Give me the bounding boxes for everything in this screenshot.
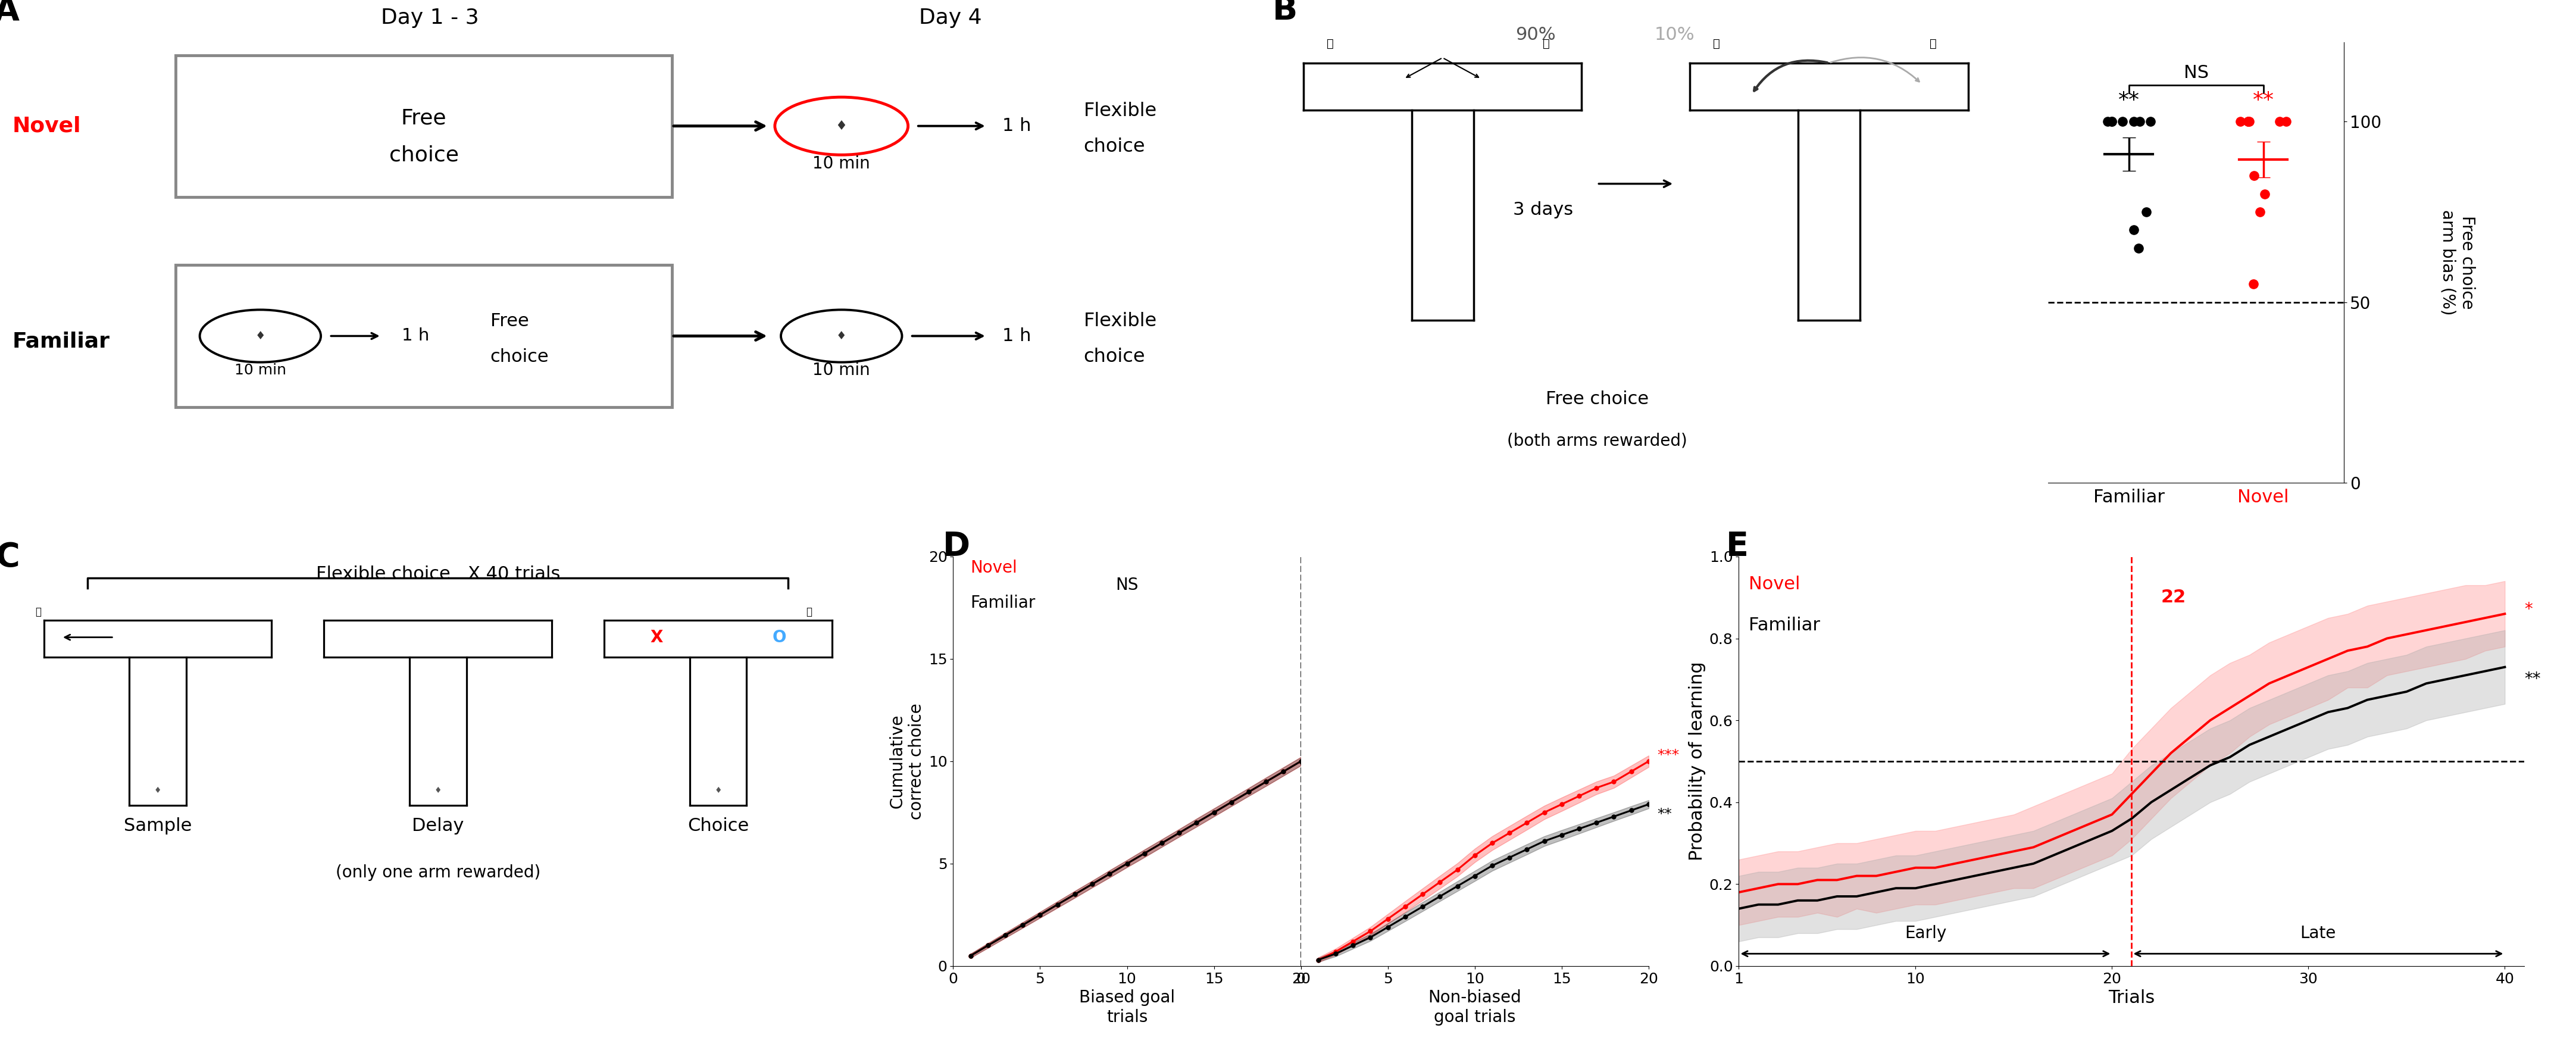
Text: 90%: 90% [1515,26,1556,43]
Text: 10 min: 10 min [234,363,286,377]
Text: (only one arm rewarded): (only one arm rewarded) [335,864,541,881]
FancyBboxPatch shape [175,56,672,197]
Y-axis label: Cumulative
correct choice: Cumulative correct choice [889,704,925,819]
Text: ♦: ♦ [255,331,265,341]
Text: Late: Late [2300,925,2336,942]
Text: 1 h: 1 h [402,328,430,344]
Text: Free choice: Free choice [1546,391,1649,407]
Text: choice: choice [1084,138,1146,156]
Text: Choice: Choice [688,817,750,835]
Text: ♦: ♦ [155,786,162,795]
Text: C: C [0,541,21,573]
Text: *: * [2524,602,2532,618]
Text: choice: choice [389,145,459,165]
X-axis label: Biased goal
trials: Biased goal trials [1079,989,1175,1026]
X-axis label: Trials: Trials [2107,989,2156,1007]
X-axis label: Non-biased
goal trials: Non-biased goal trials [1427,989,1522,1026]
Point [2092,113,2133,130]
Text: Delay: Delay [412,817,464,835]
Point [2239,204,2280,220]
Text: O: O [773,629,786,646]
Text: **: ** [2524,671,2540,688]
Text: 1 h: 1 h [1002,328,1030,344]
Text: Novel: Novel [1749,575,1801,593]
Point [2120,113,2161,130]
Text: Sample: Sample [124,817,191,835]
Text: Familiar: Familiar [13,331,111,352]
Text: NS: NS [1115,578,1139,593]
Point [2092,113,2133,130]
Text: E: E [1726,530,1749,563]
Point [2233,276,2275,293]
Point [2130,113,2172,130]
Text: Familiar: Familiar [971,594,1036,611]
Text: **: ** [1656,807,1672,822]
Text: 🧀: 🧀 [806,607,811,617]
Text: Flexible: Flexible [1084,312,1157,331]
Text: X: X [652,629,662,646]
Point [2233,167,2275,184]
Point [2264,113,2306,130]
Text: Early: Early [1904,925,1947,942]
Text: Novel: Novel [971,560,1018,576]
Text: 🧀: 🧀 [1929,38,1937,49]
Text: ♦: ♦ [435,786,440,795]
Text: 22: 22 [2161,589,2187,606]
Text: **: ** [2117,90,2141,110]
Text: 🧀: 🧀 [1713,38,1721,49]
Point [2112,113,2154,130]
Point [2228,113,2269,130]
Text: ♦: ♦ [714,786,721,795]
Text: B: B [1273,0,1298,27]
Text: 🧀: 🧀 [36,607,41,617]
Point [2117,239,2159,256]
Text: Flexible: Flexible [1084,102,1157,121]
Text: Novel: Novel [13,116,80,136]
Text: 10 min: 10 min [811,155,871,172]
Text: NS: NS [2184,64,2208,82]
Text: Day 1 - 3: Day 1 - 3 [381,7,479,28]
Text: **: ** [2251,90,2275,110]
Text: choice: choice [489,349,549,365]
Text: 🧀: 🧀 [1327,38,1334,49]
Text: Free: Free [402,108,446,128]
Text: 10%: 10% [1654,26,1695,43]
Y-axis label: Free choice
arm bias (%): Free choice arm bias (%) [2439,210,2476,315]
Point [2112,222,2154,238]
Point [2087,113,2128,130]
Text: ♦: ♦ [835,120,848,132]
Y-axis label: Probability of learning: Probability of learning [1690,662,1705,861]
Text: Familiar: Familiar [1749,616,1821,634]
Text: Free: Free [489,313,528,330]
Text: 10 min: 10 min [811,362,871,378]
Text: (both arms rewarded): (both arms rewarded) [1507,433,1687,449]
Text: 3 days: 3 days [1512,202,1574,218]
Point [2244,186,2285,203]
Point [2259,113,2300,130]
FancyBboxPatch shape [175,265,672,406]
Text: 1 h: 1 h [1002,118,1030,134]
Text: ♦: ♦ [837,331,848,341]
Point [2228,113,2269,130]
Text: Day 4: Day 4 [920,7,981,28]
Text: 🧀: 🧀 [1543,38,1551,49]
Point [2125,204,2166,220]
Text: Flexible choice   X 40 trials: Flexible choice X 40 trials [317,566,559,583]
Point [2102,113,2143,130]
Point [2221,113,2262,130]
Text: A: A [0,0,21,27]
Text: ***: *** [1656,748,1680,762]
Text: D: D [943,530,971,563]
Point [2228,113,2269,130]
Text: choice: choice [1084,348,1146,366]
